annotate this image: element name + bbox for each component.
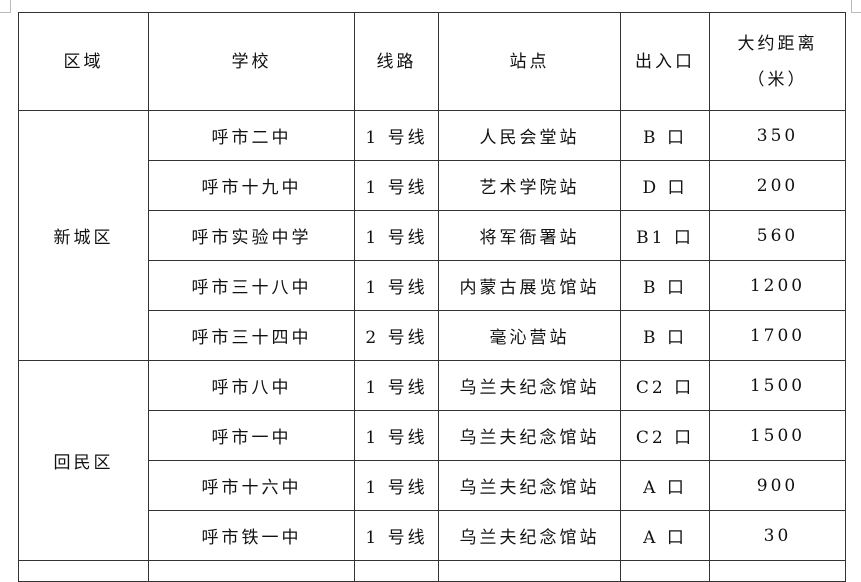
empty-cell (18, 560, 149, 582)
distance-cell: 1500 (709, 360, 846, 411)
line-cell: 1 号线 (354, 410, 439, 461)
header-exit: 出入口 (620, 12, 710, 111)
table-row: 呼市一中 1 号线 乌兰夫纪念馆站 C2 口 1500 (19, 410, 846, 461)
table-row: 呼市十六中 1 号线 乌兰夫纪念馆站 A 口 900 (19, 460, 846, 511)
station-cell: 艺术学院站 (438, 160, 621, 211)
distance-cell: 350 (709, 110, 846, 161)
header-distance-label: 大约距离 (737, 33, 818, 54)
table-row: 呼市三十八中 1 号线 内蒙古展览馆站 B 口 1200 (19, 260, 846, 311)
table-row: 呼市实验中学 1 号线 将军衙署站 B1 口 560 (19, 210, 846, 261)
header-distance: 大约距离 （米） (709, 12, 846, 111)
table-row: 呼市十九中 1 号线 艺术学院站 D 口 200 (19, 160, 846, 211)
exit-cell: B 口 (620, 110, 710, 161)
distance-cell: 1200 (709, 260, 846, 311)
exit-cell: B 口 (620, 310, 710, 361)
header-district: 区域 (18, 12, 149, 111)
page-corner-mark (0, 0, 11, 13)
station-cell: 乌兰夫纪念馆站 (438, 460, 621, 511)
header-distance-unit: （米） (747, 69, 808, 90)
empty-cell (148, 560, 355, 582)
empty-cell (709, 560, 846, 582)
empty-cell (354, 560, 439, 582)
distance-cell: 900 (709, 460, 846, 511)
station-cell: 毫沁营站 (438, 310, 621, 361)
school-cell: 呼市八中 (148, 360, 355, 411)
school-cell: 呼市三十八中 (148, 260, 355, 311)
distance-cell: 1500 (709, 410, 846, 461)
district-cell: 回民区 (18, 360, 149, 561)
exit-cell: C2 口 (620, 410, 710, 461)
station-cell: 乌兰夫纪念馆站 (438, 410, 621, 461)
exit-cell: A 口 (620, 460, 710, 511)
station-cell: 将军衙署站 (438, 210, 621, 261)
page-corner-mark (851, 0, 861, 13)
distance-cell: 560 (709, 210, 846, 261)
header-school: 学校 (148, 12, 355, 111)
header-station: 站点 (438, 12, 621, 111)
header-line: 线路 (354, 12, 439, 111)
station-cell: 乌兰夫纪念馆站 (438, 360, 621, 411)
station-cell: 内蒙古展览馆站 (438, 260, 621, 311)
exit-cell: B1 口 (620, 210, 710, 261)
line-cell: 1 号线 (354, 160, 439, 211)
school-cell: 呼市十九中 (148, 160, 355, 211)
station-cell: 人民会堂站 (438, 110, 621, 161)
line-cell: 1 号线 (354, 260, 439, 311)
table-row: 新城区 呼市二中 1 号线 人民会堂站 B 口 350 (18, 110, 846, 361)
school-cell: 呼市铁一中 (148, 510, 355, 561)
line-cell: 2 号线 (354, 310, 439, 361)
line-cell: 1 号线 (354, 510, 439, 561)
school-cell: 呼市十六中 (148, 460, 355, 511)
exit-cell: C2 口 (620, 360, 710, 411)
distance-cell: 1700 (709, 310, 846, 361)
empty-cell (438, 560, 621, 582)
exit-cell: B 口 (620, 260, 710, 311)
exit-cell: A 口 (620, 510, 710, 561)
table-row: 回民区 呼市八中 1 号线 乌兰夫纪念馆站 C2 口 1500 (18, 360, 846, 561)
distance-cell: 30 (709, 510, 846, 561)
school-cell: 呼市二中 (148, 110, 355, 161)
line-cell: 1 号线 (354, 110, 439, 161)
table-row-partial (18, 560, 846, 582)
distance-cell: 200 (709, 160, 846, 211)
station-cell: 乌兰夫纪念馆站 (438, 510, 621, 561)
school-cell: 呼市三十四中 (148, 310, 355, 361)
line-cell: 1 号线 (354, 460, 439, 511)
table-row: 呼市三十四中 2 号线 毫沁营站 B 口 1700 (19, 310, 846, 361)
exit-cell: D 口 (620, 160, 710, 211)
district-cell: 新城区 (18, 110, 149, 361)
empty-cell (620, 560, 710, 582)
header-row: 区域 学校 线路 站点 出入口 大约距离 （米） (18, 12, 846, 111)
school-cell: 呼市实验中学 (148, 210, 355, 261)
line-cell: 1 号线 (354, 360, 439, 411)
school-cell: 呼市一中 (148, 410, 355, 461)
line-cell: 1 号线 (354, 210, 439, 261)
school-metro-table: 区域 学校 线路 站点 出入口 大约距离 （米） 新城区 呼市二中 1 号线 人民会堂站… (18, 12, 846, 582)
